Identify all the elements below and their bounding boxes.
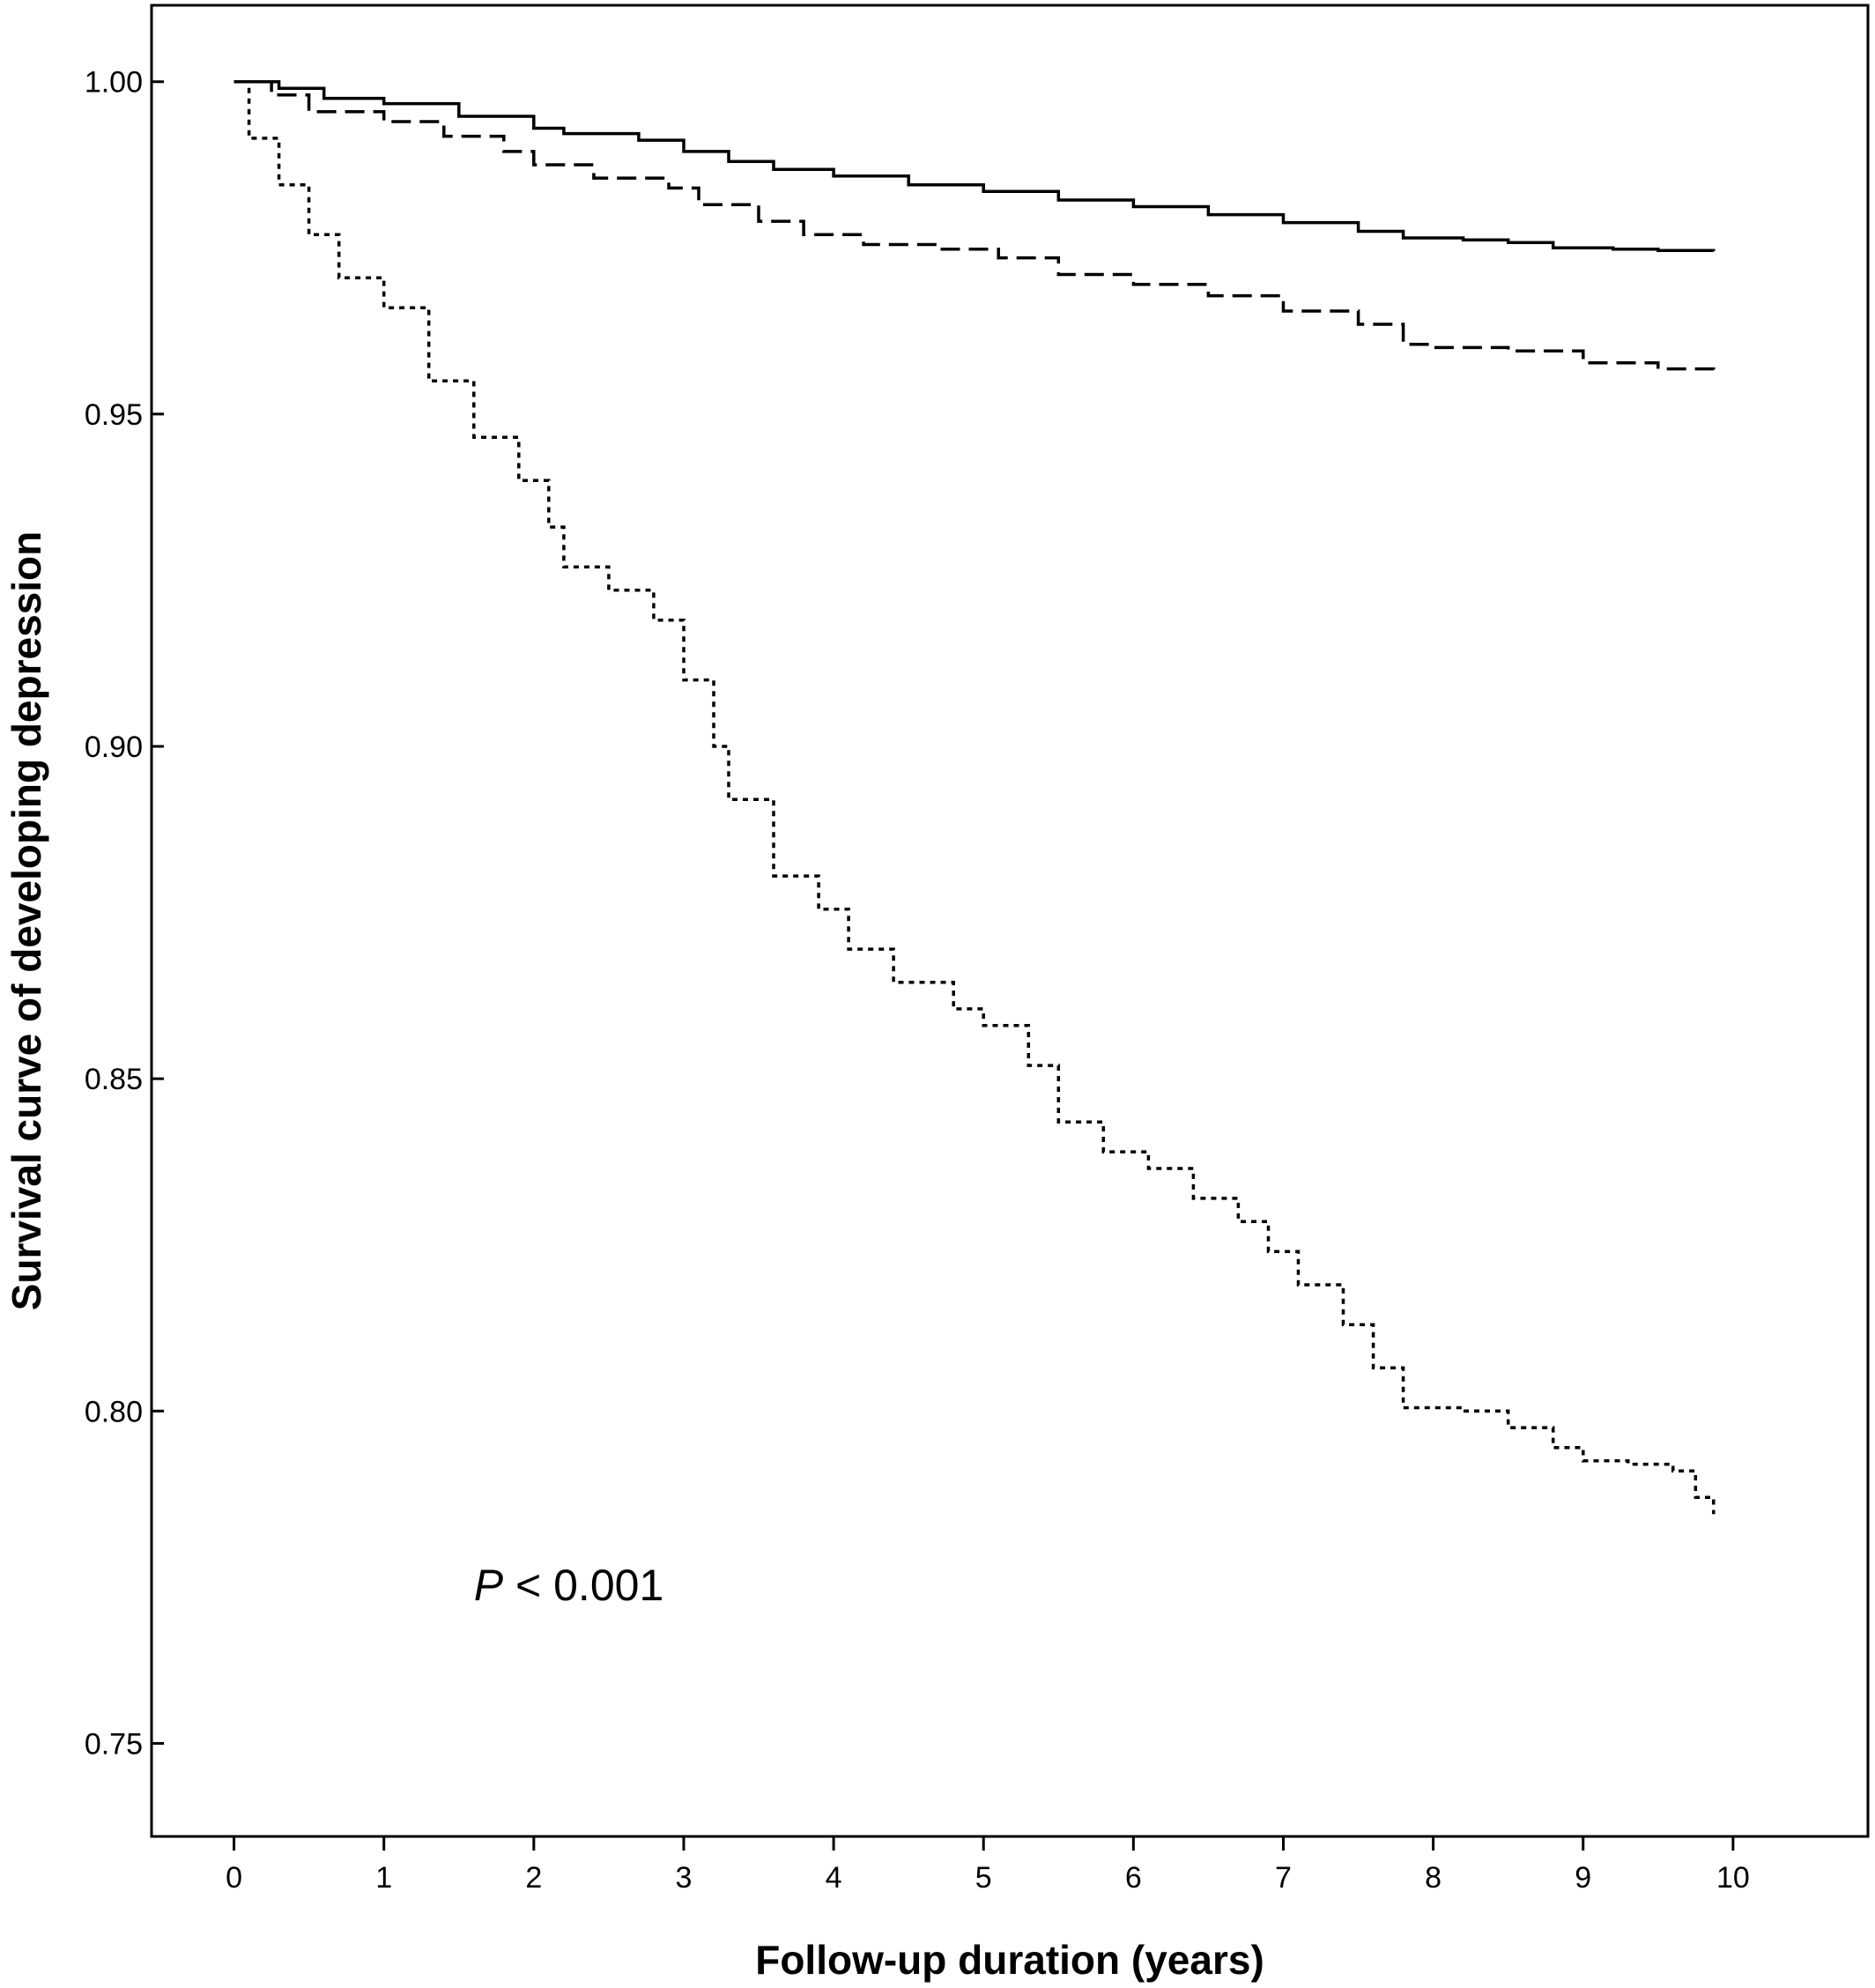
p-value-annotation: P < 0.001 bbox=[474, 1561, 663, 1610]
y-tick-label-4: 0.95 bbox=[85, 398, 143, 432]
x-tick-label-6: 6 bbox=[1125, 1861, 1142, 1895]
p-value-text: < 0.001 bbox=[503, 1561, 663, 1610]
y-tick-label-3: 0.90 bbox=[85, 731, 143, 764]
plot-frame bbox=[150, 4, 1870, 1838]
x-tick-label-0: 0 bbox=[226, 1861, 242, 1895]
x-tick-label-1: 1 bbox=[375, 1861, 392, 1895]
p-value-symbol: P bbox=[474, 1561, 504, 1610]
y-tick-label-1: 0.80 bbox=[85, 1395, 143, 1428]
x-axis: 0 1 2 3 4 5 6 7 8 9 10 bbox=[226, 1836, 1750, 1895]
y-axis-title: Survival curve of developing depression bbox=[4, 531, 49, 1311]
x-tick-label-5: 5 bbox=[975, 1861, 992, 1895]
x-tick-label-2: 2 bbox=[525, 1861, 542, 1895]
y-tick-label-2: 0.85 bbox=[85, 1063, 143, 1096]
series-line-dotted bbox=[233, 79, 1716, 1515]
x-tick-label-10: 10 bbox=[1716, 1861, 1750, 1895]
series-layer bbox=[233, 79, 1716, 1515]
y-tick-label-5: 1.00 bbox=[85, 66, 143, 100]
x-axis-title: Follow-up duration (years) bbox=[755, 1937, 1264, 1983]
x-tick-label-4: 4 bbox=[826, 1861, 842, 1895]
series-line-solid bbox=[233, 79, 1716, 253]
series-line-dashed bbox=[233, 79, 1716, 371]
y-tick-label-0: 0.75 bbox=[85, 1727, 143, 1761]
x-tick-label-9: 9 bbox=[1575, 1861, 1591, 1895]
x-tick-label-7: 7 bbox=[1275, 1861, 1292, 1895]
y-axis: 0.75 0.80 0.85 0.90 0.95 1.00 bbox=[85, 66, 164, 1761]
x-tick-label-8: 8 bbox=[1425, 1861, 1441, 1895]
x-tick-label-3: 3 bbox=[676, 1861, 693, 1895]
